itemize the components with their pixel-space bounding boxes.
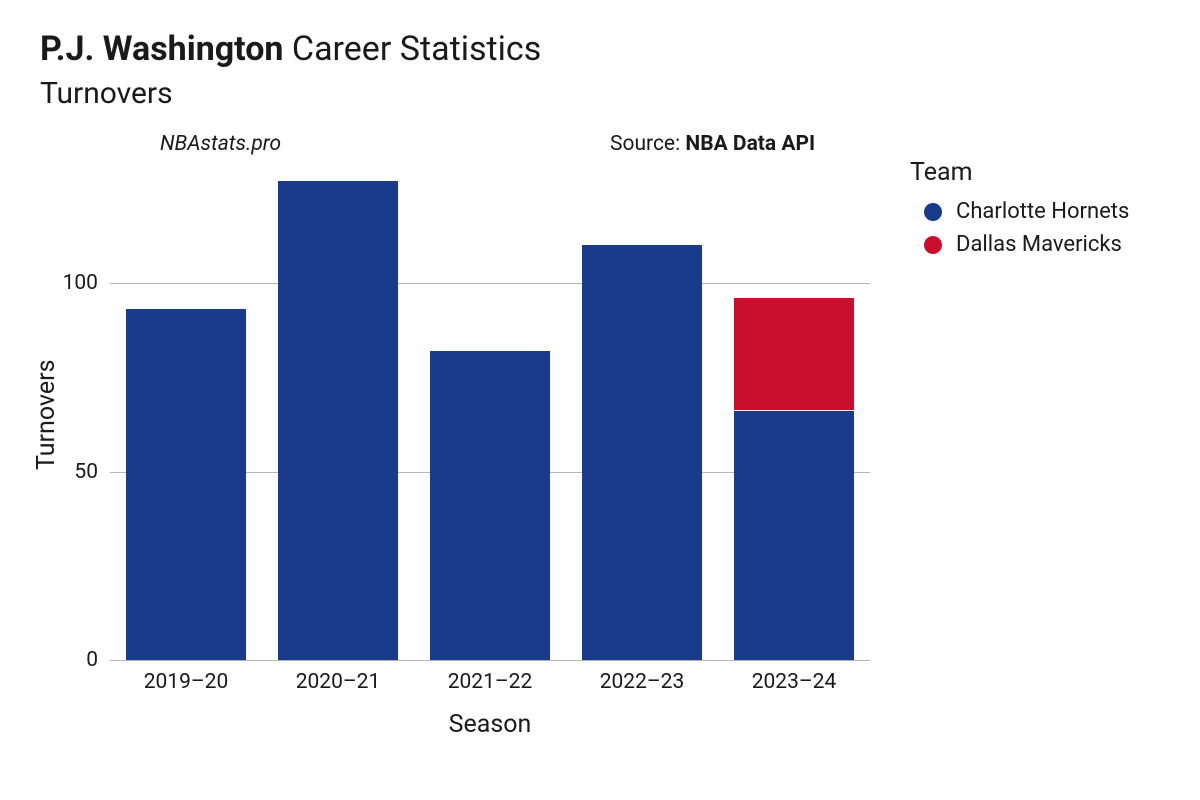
legend-title: Team <box>910 158 1180 187</box>
bar-segment <box>126 309 246 660</box>
legend-swatch <box>924 203 942 221</box>
bar-segment <box>582 245 702 660</box>
gridline <box>110 283 870 284</box>
chart-container: P.J. Washington Career Statistics Turnov… <box>0 0 1200 800</box>
x-tick-label: 2022–23 <box>566 670 718 694</box>
x-tick-label: 2023–24 <box>718 670 870 694</box>
legend: Team Charlotte HornetsDallas Mavericks <box>910 158 1180 261</box>
bar-segment <box>734 411 854 660</box>
plot-region: 0501002019–202020–212021–222022–232023–2… <box>110 170 870 660</box>
title-player-name: P.J. Washington <box>40 29 284 69</box>
title-rest: Career Statistics <box>284 29 542 69</box>
x-tick-label: 2020–21 <box>262 670 414 694</box>
legend-swatch <box>924 236 942 254</box>
site-watermark: NBAstats.pro <box>160 132 281 156</box>
source-prefix: Source: <box>610 132 685 156</box>
page-subtitle: Turnovers <box>40 75 1160 113</box>
legend-item: Charlotte Hornets <box>924 195 1180 228</box>
chart-area: 0501002019–202020–212021–222022–232023–2… <box>110 170 870 660</box>
legend-label: Dallas Mavericks <box>956 228 1122 261</box>
x-axis-title: Season <box>110 710 870 739</box>
y-axis-title: Turnovers <box>32 170 61 660</box>
bar-segment <box>278 181 398 660</box>
page-title: P.J. Washington Career Statistics <box>40 28 1160 71</box>
bar-segment <box>430 351 550 660</box>
x-tick-label: 2021–22 <box>414 670 566 694</box>
legend-items: Charlotte HornetsDallas Mavericks <box>910 195 1180 261</box>
source-name: NBA Data API <box>685 132 815 156</box>
x-tick-label: 2019–20 <box>110 670 262 694</box>
bar-segment <box>734 298 854 411</box>
gridline <box>110 660 870 661</box>
legend-label: Charlotte Hornets <box>956 195 1129 228</box>
legend-item: Dallas Mavericks <box>924 228 1180 261</box>
source-credit: Source: NBA Data API <box>610 132 815 156</box>
